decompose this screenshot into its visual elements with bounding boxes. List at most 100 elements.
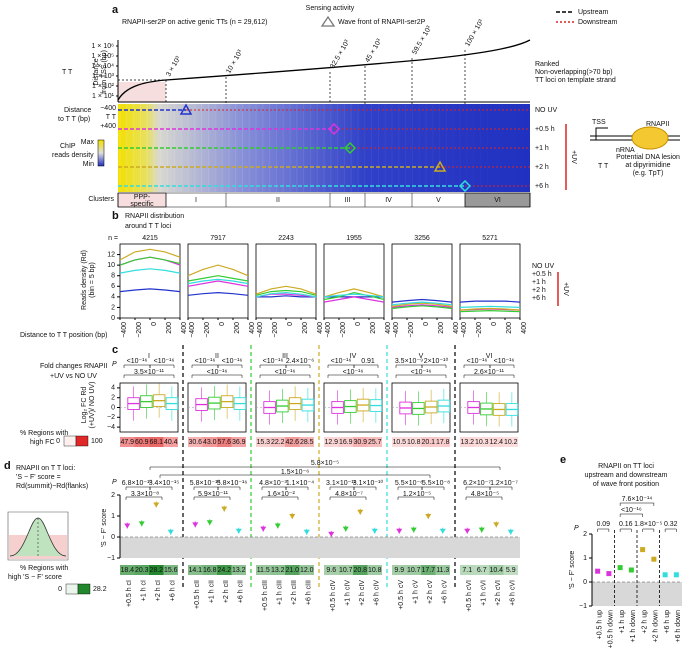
ranked-curve — [117, 39, 531, 101]
y-tick-label: 4 — [111, 294, 115, 301]
pct-cell — [149, 437, 164, 447]
pct-cell — [256, 437, 271, 447]
p-value: <10⁻¹⁶ — [127, 358, 148, 365]
y-tick-label: 1 × 10⁴ — [91, 63, 114, 70]
point — [617, 565, 623, 571]
axis-label: from TSS (bp) — [101, 50, 108, 94]
axis-label: Distance to T T position (bp) — [20, 332, 107, 339]
panel-title: of wave front position — [593, 481, 659, 488]
x-tick-label: −400 — [461, 322, 468, 338]
wave-marker — [179, 103, 193, 115]
point — [235, 528, 242, 534]
pct-value: 21.0 — [285, 567, 299, 574]
pct-cell — [503, 565, 518, 575]
x-tick-label: +0.5 h cVI — [466, 580, 473, 612]
x-tick-label: 400 — [453, 322, 460, 334]
pct-cell — [353, 437, 368, 447]
pct-cell — [120, 565, 135, 575]
x-tick-label: +0.5 h up — [596, 610, 603, 639]
tick-label: T T — [106, 114, 117, 121]
pct-value: 11.5 — [257, 567, 270, 574]
p-value: 5.8×10⁻¹⁶ — [217, 480, 248, 487]
p-bracket — [619, 528, 632, 532]
density-line — [119, 268, 181, 274]
n-label: n = — [108, 235, 118, 242]
schematic-label: Potential DNA lesion — [616, 154, 680, 161]
panel-title: RNAPII distribution — [125, 213, 184, 220]
x-tick-label: 400 — [521, 322, 528, 334]
x-tick-label: −400 — [189, 322, 196, 338]
x-tick-label: 400 — [385, 322, 392, 334]
cluster-name: PPP- — [134, 194, 151, 201]
axis-label: Reads density (Rd) — [81, 250, 88, 310]
rnapii — [631, 126, 669, 150]
x-tick-label: +1 h cIV — [345, 580, 352, 606]
density-line — [187, 264, 249, 277]
p-bracket — [191, 364, 243, 378]
y-tick-label: 6 — [111, 283, 115, 290]
pct-cell — [202, 565, 217, 575]
x-tick-label: +6 h down — [675, 610, 682, 643]
x-tick-label: +1 h down — [630, 610, 637, 643]
pct-value: 16.9 — [339, 439, 353, 446]
p-value: <10⁻¹⁶ — [621, 507, 642, 514]
p-value: 0.16 — [619, 521, 633, 528]
cluster-name: III — [345, 197, 351, 204]
p-value: 3.5×10⁻⁹ — [395, 358, 423, 365]
point — [274, 523, 281, 529]
density-line — [187, 291, 249, 296]
cutoff-label: 10 × 10³ — [225, 48, 244, 74]
cutoff-label: 45 × 10³ — [364, 37, 383, 63]
density-line — [255, 285, 317, 295]
x-tick-label: 400 — [249, 322, 256, 334]
point — [371, 528, 378, 534]
p-value: 1.5×10⁻⁶ — [281, 469, 309, 476]
p-value: 7.6×10⁻¹⁴ — [622, 496, 653, 503]
x-tick-label: −400 — [325, 322, 332, 338]
note: Ranked — [535, 61, 559, 68]
x-tick-label: +1 h up — [619, 610, 626, 634]
uv-label: +UV — [570, 150, 577, 164]
x-tick-label: +2 h cIV — [359, 580, 366, 606]
pct-value: 10.2 — [504, 439, 518, 446]
y-tick-label: 0 — [111, 315, 115, 322]
x-tick-label: 200 — [302, 322, 309, 334]
pct-value: 11.3 — [436, 567, 449, 574]
pct-value: 57.6 — [217, 439, 231, 446]
cluster-name: V — [436, 197, 441, 204]
panel-title: Fold changes RNAPII — [40, 363, 107, 370]
point — [153, 502, 160, 508]
p-value: 5.9×10⁻¹¹ — [198, 491, 229, 498]
point — [167, 529, 174, 535]
x-tick-label: +2 h cI — [155, 580, 162, 601]
color-bar — [97, 139, 105, 167]
y-tick-label: 2 — [583, 531, 587, 538]
pct-value: 20.3 — [135, 567, 149, 574]
schematic-label: TSS — [592, 119, 606, 126]
p-value: <10⁻¹⁶ — [275, 369, 296, 376]
pct-cell — [299, 437, 314, 447]
pct-value: 60.9 — [135, 439, 149, 446]
p-bracket — [463, 364, 515, 378]
pct-value: 18.4 — [120, 567, 134, 574]
pct-value: 14.1 — [188, 567, 202, 574]
pct-value: 36.9 — [232, 439, 246, 446]
wave-marker — [433, 160, 447, 172]
density-line — [119, 248, 181, 261]
panel-title: upstream and downstream — [585, 472, 668, 479]
point — [673, 572, 679, 578]
pct-cell — [489, 437, 504, 447]
pct-value: 42.6 — [285, 439, 299, 446]
density-line — [459, 300, 521, 303]
pct-cell — [324, 565, 339, 575]
point — [396, 528, 403, 534]
p-bracket — [397, 486, 445, 500]
pct-value: 10.5 — [392, 439, 406, 446]
p-value: 2×10⁻¹⁰ — [424, 357, 449, 365]
pct-value: 25.7 — [368, 439, 382, 446]
axis-label: ChIP — [60, 143, 76, 150]
y-tick-label: 4 — [111, 385, 115, 392]
pct-value: 68.1 — [149, 439, 163, 446]
pct-value: 10.7 — [339, 567, 353, 574]
pct-cell — [435, 437, 450, 447]
